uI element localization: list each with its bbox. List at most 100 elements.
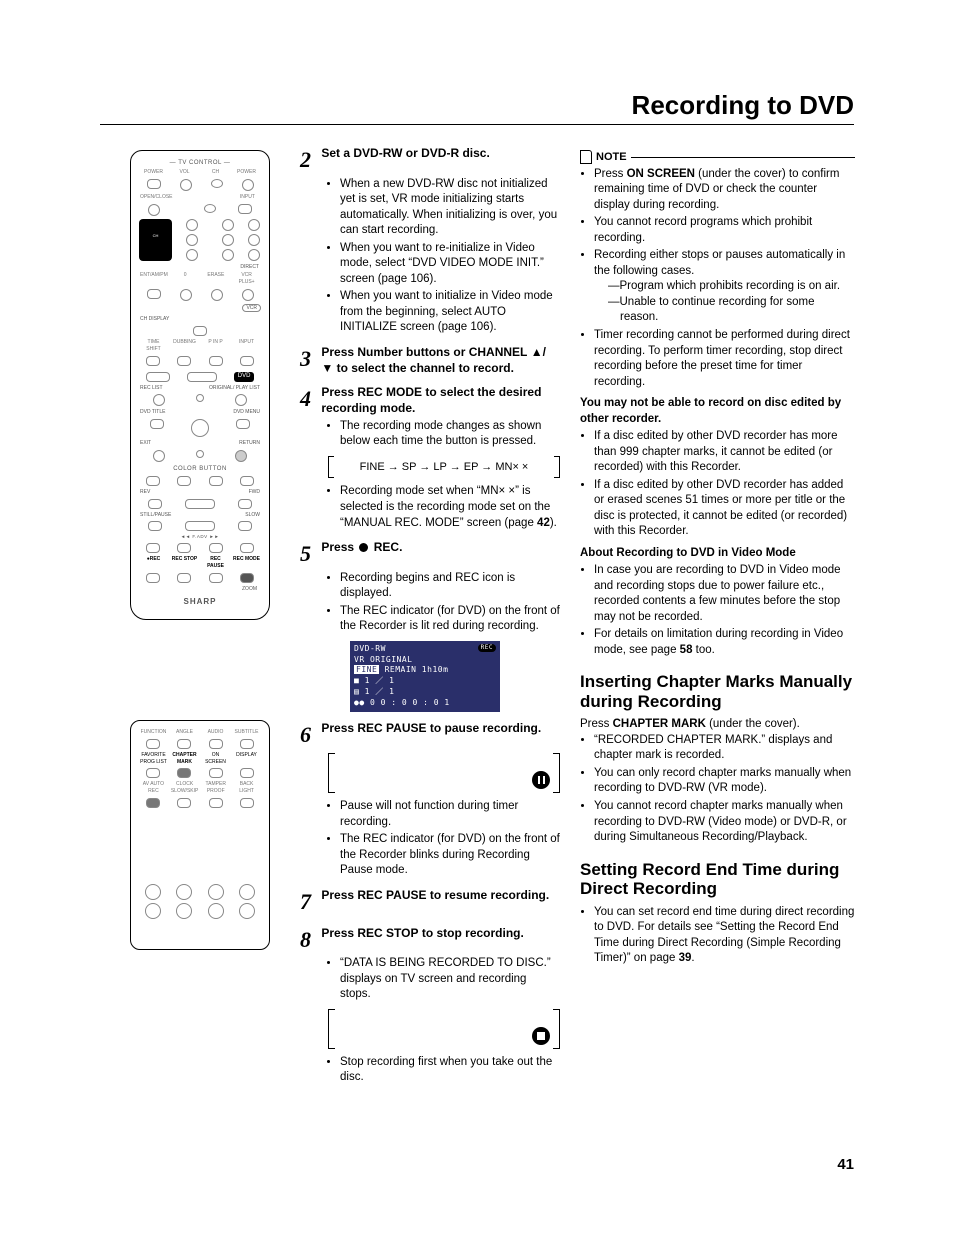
bullet: The REC indicator (for DVD) on the front… — [340, 604, 560, 635]
step-number: 5 — [300, 539, 318, 569]
page-number: 41 — [837, 1155, 854, 1175]
notes-column: NOTE Press ON SCREEN (under the cover) t… — [580, 150, 855, 973]
bullet: If a disc edited by other DVD recorder h… — [594, 478, 855, 540]
label: CHAPTER MARK — [171, 752, 198, 766]
label: REC PAUSE — [202, 556, 229, 570]
label: SLOW — [245, 512, 260, 519]
bullet: When you want to initialize in Video mod… — [340, 289, 560, 336]
bullet: You can only record chapter marks manual… — [594, 766, 855, 797]
label: REC LIST — [140, 385, 163, 392]
stop-diagram — [328, 1009, 560, 1049]
bullet: Pause will not function during timer rec… — [340, 799, 560, 830]
label: FAVORITE PROG LIST — [140, 752, 167, 766]
label: DIRECT — [137, 264, 259, 271]
ch-badge: CH — [139, 219, 172, 261]
label: FUNCTION — [140, 729, 167, 736]
label: COLOR BUTTON — [137, 465, 263, 473]
label: ORIGINAL/ PLAY LIST — [209, 385, 260, 392]
step-heading: Press Number buttons or CHAN­NEL ▲/▼ to … — [321, 344, 551, 376]
record-dot-icon — [359, 543, 368, 552]
label: 0 — [172, 272, 199, 286]
label: RETURN — [239, 440, 260, 447]
label: OPEN/CLOSE — [140, 194, 173, 201]
pause-diagram — [328, 753, 560, 793]
bullet: Timer recording cannot be performed duri… — [594, 328, 855, 390]
label: REC MODE — [233, 556, 260, 570]
bullet: You cannot record programs which prohibi… — [594, 215, 855, 246]
label: P IN P — [202, 339, 229, 353]
step-number: 4 — [300, 384, 318, 414]
step-number: 7 — [300, 887, 318, 917]
label: REC STOP — [171, 556, 198, 570]
label: CLOCK SLOW/SKIP — [171, 781, 199, 795]
paragraph: Press CHAPTER MARK (under the cover). — [580, 717, 855, 733]
step-heading: Set a DVD-RW or DVD-R disc. — [321, 145, 551, 161]
vcr-badge: VCR — [242, 304, 261, 312]
label: BACK LIGHT — [233, 781, 260, 795]
bullet: When you want to re-initialize in Video … — [340, 241, 560, 288]
bullet: The REC indicator (for DVD) on the front… — [340, 832, 560, 879]
label: AUDIO — [202, 729, 229, 736]
label: DVD MENU — [233, 409, 260, 416]
mode-flow: FINE → SP → LP → EP → MN× × — [328, 456, 560, 479]
label: CH DISPLAY — [140, 316, 260, 323]
dash-item: —Unable to continue recording for some r… — [608, 295, 855, 326]
bullet: Stop recording first when you take out t… — [340, 1055, 560, 1086]
bullet: The recording mode changes as shown belo… — [340, 419, 560, 450]
section-heading: Setting Record End Time during Direct Re… — [580, 860, 855, 899]
label: TAMPER PROOF — [202, 781, 229, 795]
bullet: “RECORDED CHAPTER MARK.” displays and ch… — [594, 733, 855, 764]
page-title: Recording to DVD — [632, 88, 854, 123]
label: TIME SHIFT — [140, 339, 167, 353]
sub-heading: About Recording to DVD in Video Mode — [580, 546, 855, 562]
label: ON SCREEN — [202, 752, 229, 766]
dash-item: —Program which prohibits recording is on… — [608, 279, 855, 295]
label: EXIT — [140, 440, 151, 447]
remote-header: — TV CONTROL — — [137, 159, 263, 167]
steps-column: 2 Set a DVD-RW or DVD-R disc. When a new… — [300, 145, 560, 1094]
note-header: NOTE — [580, 150, 855, 165]
step-number: 2 — [300, 145, 318, 175]
bullet: You can set record end time during direc… — [594, 905, 855, 967]
note-icon — [580, 150, 592, 164]
sub-heading: You may not be able to record on disc ed… — [580, 396, 855, 427]
stop-icon — [532, 1027, 550, 1045]
step-heading: Press REC STOP to stop recording. — [321, 925, 551, 941]
bullet: When a new DVD-RW disc not initialized y… — [340, 177, 560, 239]
bullet: You cannot record chapter marks manually… — [594, 799, 855, 846]
label: DVD TITLE — [140, 409, 165, 416]
label: STILL/PAUSE — [140, 512, 171, 519]
step-number: 8 — [300, 925, 318, 955]
label: AV AUTO REC — [140, 781, 167, 795]
label: ERASE — [203, 272, 230, 286]
label: ANGLE — [171, 729, 198, 736]
brand: SHARP — [137, 597, 263, 608]
label: POWER — [140, 169, 167, 176]
bullet: Recording either stops or pauses automat… — [594, 248, 855, 326]
step-number: 6 — [300, 720, 318, 750]
label: SUBTITLE — [233, 729, 260, 736]
label: POWER — [233, 169, 260, 176]
bullet: For details on limitation during recordi… — [594, 627, 855, 658]
bullet: Recording begins and REC icon is display… — [340, 571, 560, 602]
label: INPUT — [235, 194, 260, 201]
title-rule — [100, 124, 854, 125]
label: ENT/AM/PM — [140, 272, 168, 286]
pause-icon — [532, 771, 550, 789]
step-heading: Press REC PAUSE to resume recording. — [321, 887, 551, 903]
label: INPUT — [233, 339, 260, 353]
label: FWD — [249, 489, 260, 496]
step-number: 3 — [300, 344, 318, 374]
step-heading: Press REC PAUSE to pause recording. — [321, 720, 551, 736]
section-heading: Inserting Chapter Marks Manually during … — [580, 672, 855, 711]
step-heading: Press REC. — [321, 539, 551, 555]
osd-display: DVD-RWREC VR ORIGINAL FINE FINE REMAIN 1… — [350, 641, 500, 712]
label: REV — [140, 489, 150, 496]
bullet: “DATA IS BEING RECORDED TO DISC.” displa… — [340, 956, 560, 1003]
label: ZOOM — [137, 586, 257, 593]
label: VOL — [171, 169, 198, 176]
label: ●REC — [140, 556, 167, 570]
remote-cover-diagram: FUNCTION ANGLE AUDIO SUBTITLE FAVORITE P… — [130, 720, 270, 950]
remote-control-diagram: — TV CONTROL — POWER VOL CH POWER OPEN/C… — [130, 150, 270, 620]
bullet: If a disc edited by other DVD recorder h… — [594, 429, 855, 476]
